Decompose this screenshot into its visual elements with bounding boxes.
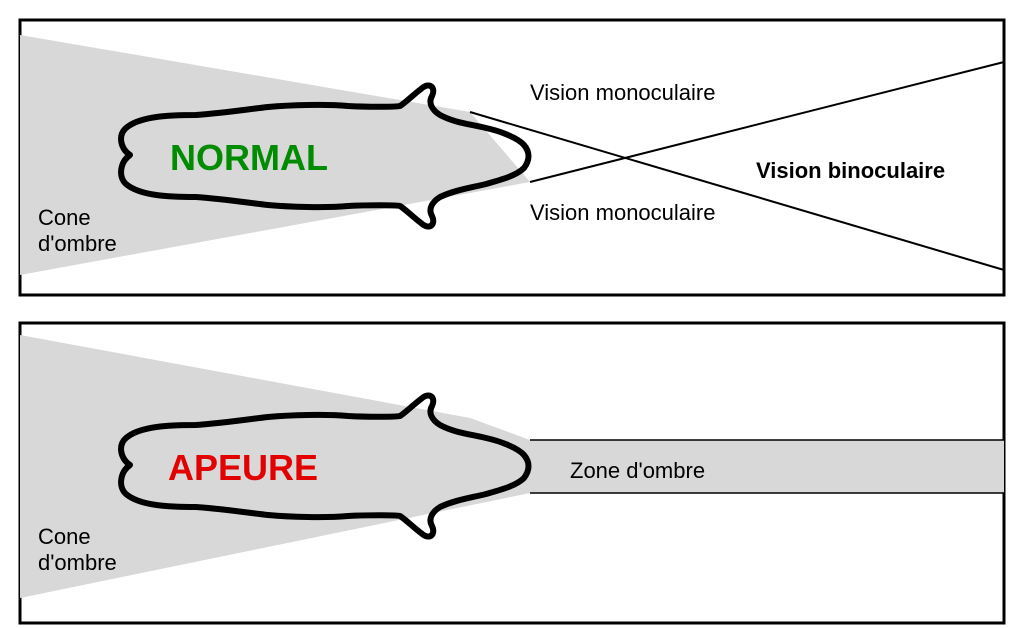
normal-monocular-bottom-label: Vision monoculaire (530, 200, 715, 225)
panel-normal: NORMAL Cone d'ombre Vision monoculaire V… (20, 20, 1004, 295)
vision-diagram: NORMAL Cone d'ombre Vision monoculaire V… (0, 0, 1024, 628)
normal-monocular-top-label: Vision monoculaire (530, 80, 715, 105)
panel-apeure: APEURE Cone d'ombre Zone d'ombre (20, 323, 1004, 623)
apeure-state-label: APEURE (168, 447, 318, 488)
apeure-zone-label: Zone d'ombre (570, 458, 705, 483)
normal-state-label: NORMAL (170, 137, 328, 178)
normal-vision-line-top (470, 112, 1004, 270)
normal-binocular-label: Vision binoculaire (756, 158, 945, 183)
